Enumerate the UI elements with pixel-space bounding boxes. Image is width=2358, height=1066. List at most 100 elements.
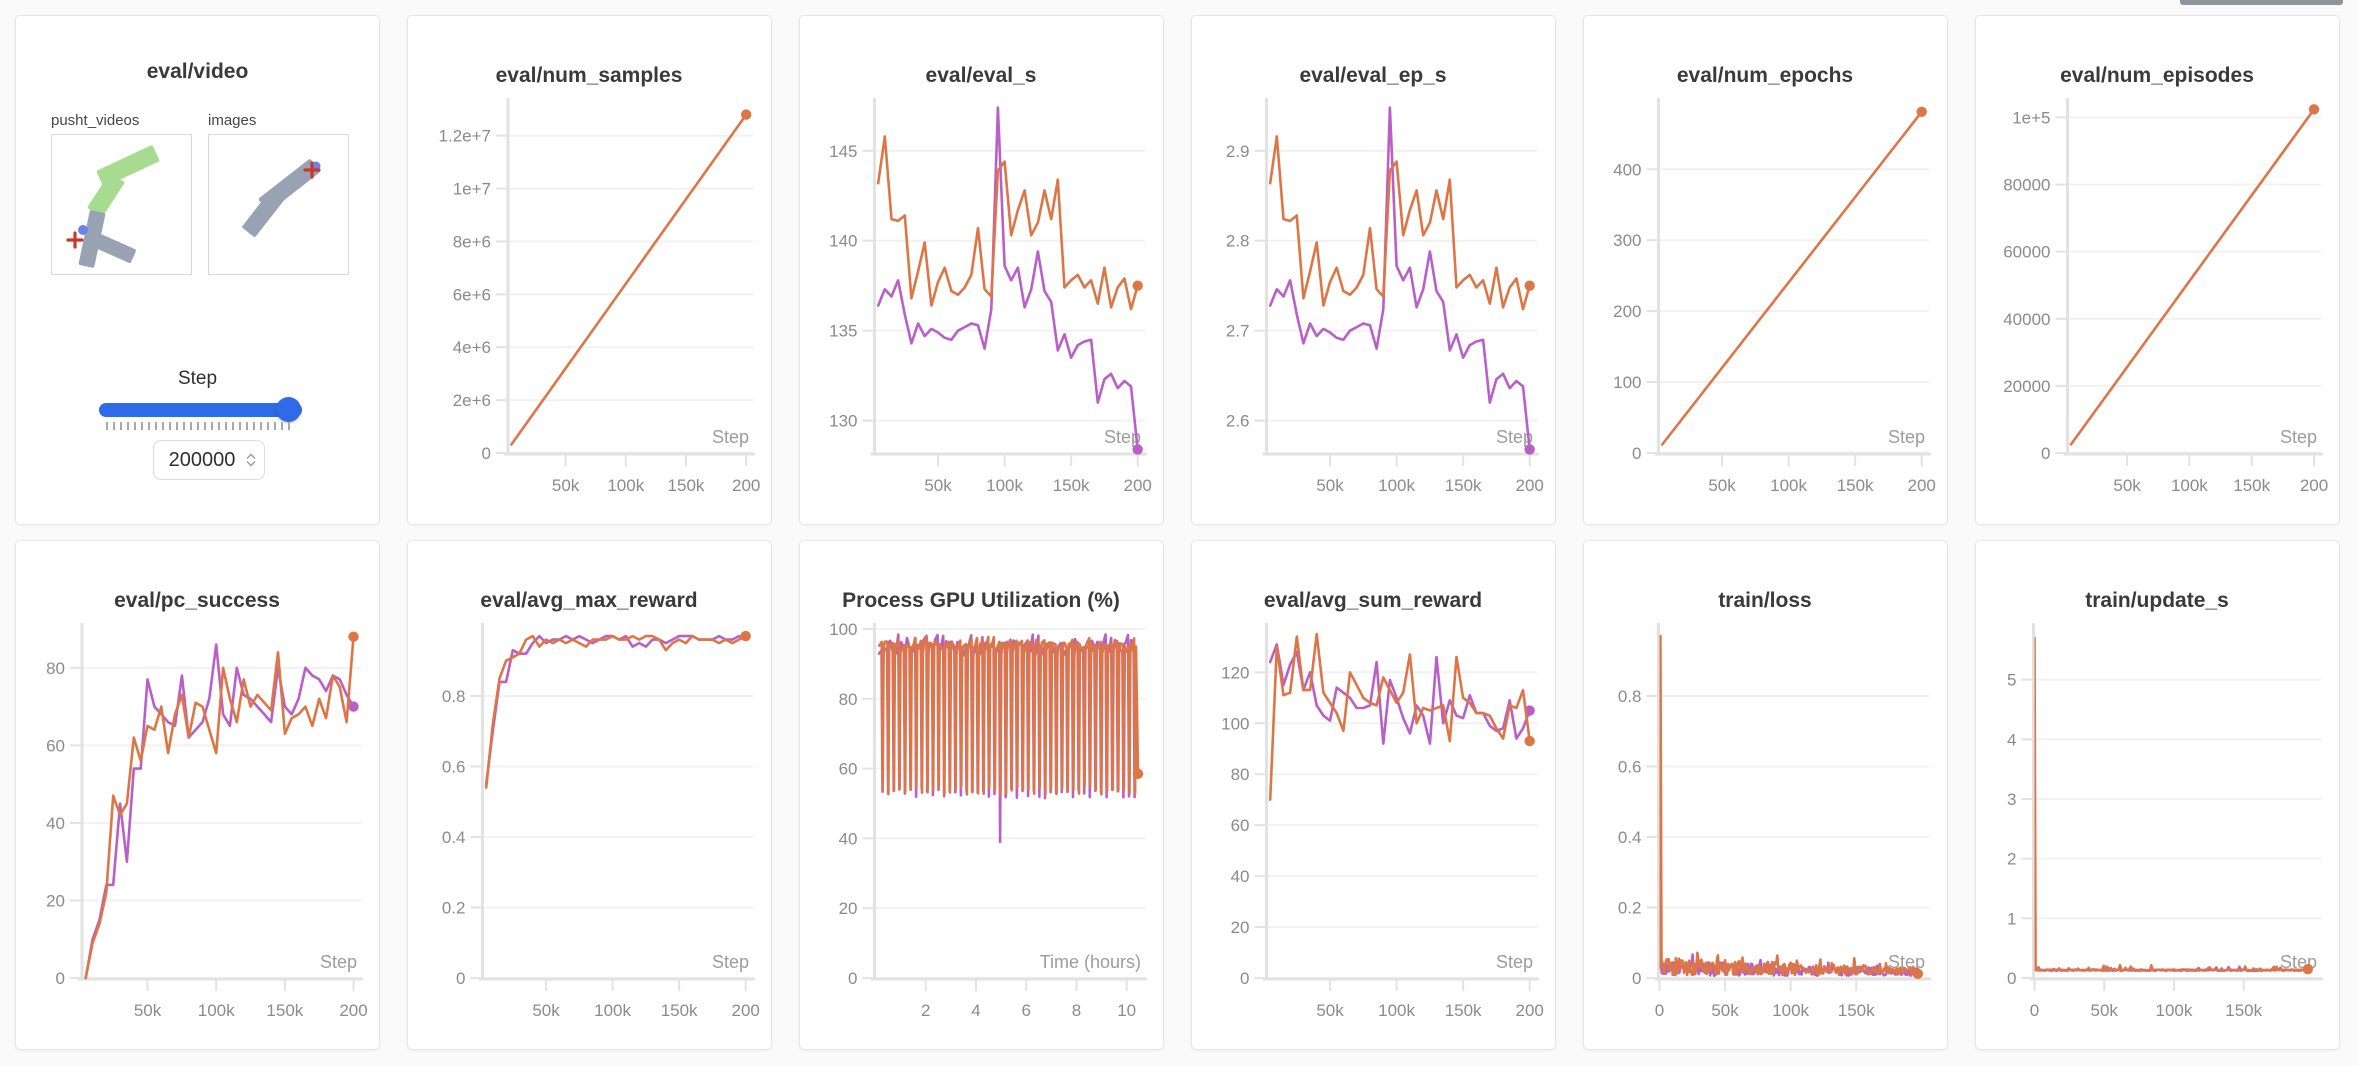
y-tick-label: 2.8 <box>1226 232 1250 251</box>
x-tick-label: 100k <box>2171 476 2208 495</box>
pusht-scene-image <box>242 159 321 237</box>
chart-panel-eval-num-samples[interactable]: 0 2e+6 4e+6 6e+6 8e+6 1e+7 1.2e+7 50k 100k 150k 20… <box>407 15 772 525</box>
chart-title: eval/eval_s <box>926 64 1037 87</box>
y-tick-label: 0 <box>1632 444 1641 463</box>
chart-canvas-eval-num-epochs[interactable]: 0 100 200 300 400 50k 100k 150k 200 Step eval/num_… <box>1584 16 1947 524</box>
series-end-dot-orange <box>1524 735 1535 747</box>
x-tick-label: 200 <box>339 1001 367 1020</box>
chart-panel-eval-avg-sum-reward[interactable]: 0 20 40 60 80 100 120 50k 100k 150k 200 Step eval/av… <box>1191 540 1556 1050</box>
series-line-orange <box>876 135 1139 311</box>
y-tick-label: 40 <box>839 829 858 848</box>
chart-canvas-eval-avg-max-reward[interactable]: 0 0.2 0.4 0.6 0.8 50k 100k 150k 200 Step eval/avg_… <box>408 541 771 1049</box>
y-tick-label: 0 <box>1632 969 1641 988</box>
pusht-scene-video <box>66 145 160 268</box>
series-line-purple <box>1268 106 1531 451</box>
series-line-purple <box>484 634 747 786</box>
series-end-dot-orange <box>2302 963 2314 975</box>
y-tick-label: 0.4 <box>442 828 466 847</box>
y-tick-label: 135 <box>829 322 857 341</box>
step-number-input[interactable]: 200000 <box>153 440 265 480</box>
y-tick-label: 0 <box>2041 444 2050 463</box>
x-tick-label: 2 <box>921 1001 930 1020</box>
chart-panel-eval-avg-max-reward[interactable]: 0 0.2 0.4 0.6 0.8 50k 100k 150k 200 Step eval/avg_… <box>407 540 772 1050</box>
y-tick-label: 0 <box>2007 969 2016 988</box>
goal-dot-icon <box>78 225 88 235</box>
x-axis-title: Step <box>1888 952 1925 972</box>
chart-panel-eval-num-epochs[interactable]: 0 100 200 300 400 50k 100k 150k 200 Step eval/num_… <box>1583 15 1948 525</box>
y-tick-label: 8e+6 <box>453 232 491 251</box>
series-group <box>876 106 1143 455</box>
chart-canvas-process-gpu-utilization[interactable]: 0 20 40 60 80 100 2 4 6 8 10 Time (hours) Process GP… <box>800 541 1163 1049</box>
gridlines <box>496 134 753 466</box>
x-tick-label: 50k <box>532 1001 560 1020</box>
series-end-dot-orange <box>2308 104 2320 115</box>
chart-panel-eval-pc-success[interactable]: 0 20 40 60 80 50k 100k 150k 200 Step eval/pc_succe… <box>15 540 380 1050</box>
chart-canvas-eval-eval-s[interactable]: 130 135 140 145 50k 100k 150k 200 Step eval/eval_… <box>800 16 1163 524</box>
y-tick-label: 5 <box>2007 671 2016 690</box>
y-tick-label: 0.6 <box>442 757 466 776</box>
x-tick-label: 100k <box>1378 1001 1415 1020</box>
step-slider-handle[interactable] <box>276 397 301 422</box>
chart-panel-train-loss[interactable]: 0 0.2 0.4 0.6 0.8 0 50k 100k 150k Step train/loss <box>1583 540 1948 1050</box>
y-tick-label: 0.2 <box>442 898 466 917</box>
x-tick-label: 100k <box>594 1001 631 1020</box>
series-line-orange <box>84 635 355 980</box>
chart-title: eval/eval_ep_s <box>1299 64 1446 87</box>
x-tick-label: 50k <box>2091 1001 2119 1020</box>
series-line-orange <box>878 635 1140 796</box>
x-tick-label: 150k <box>661 1001 698 1020</box>
chart-canvas-eval-eval-ep-s[interactable]: 2.6 2.7 2.8 2.9 50k 100k 150k 200 Step eval/eval_… <box>1192 16 1555 524</box>
x-tick-label: 4 <box>971 1001 980 1020</box>
chart-canvas-eval-num-episodes[interactable]: 0 20000 40000 60000 80000 1e+5 50k 100k 150k 200 S… <box>1976 16 2339 524</box>
y-tick-label: 80000 <box>2003 176 2050 195</box>
step-slider[interactable] <box>99 403 302 417</box>
y-tick-label: 40 <box>46 814 65 833</box>
series-line-orange <box>1268 632 1531 801</box>
images-thumbnail[interactable] <box>208 134 349 275</box>
x-tick-label: 150k <box>1837 476 1874 495</box>
series-end-dot-purple <box>1524 444 1535 455</box>
chevron-down-icon[interactable] <box>246 461 256 467</box>
y-tick-label: 20000 <box>2003 377 2050 396</box>
chart-panel-train-update-s[interactable]: 0 1 2 3 4 5 0 50k 100k 150k Step train/update_s <box>1975 540 2340 1050</box>
x-tick-label: 50k <box>1708 476 1736 495</box>
x-tick-label: 200 <box>1515 1001 1543 1020</box>
chart-panel-eval-eval-s[interactable]: 130 135 140 145 50k 100k 150k 200 Step eval/eval_… <box>799 15 1164 525</box>
x-tick-label: 50k <box>1316 476 1344 495</box>
series-group <box>2034 636 2314 975</box>
scrollbar-fragment[interactable] <box>2180 0 2343 5</box>
y-tick-label: 1e+7 <box>453 180 491 199</box>
x-tick-label: 0 <box>2030 1001 2039 1020</box>
series-line-purple <box>1268 643 1531 745</box>
x-tick-label: 200 <box>732 476 760 495</box>
pusht-videos-thumbnail[interactable] <box>51 134 192 275</box>
x-tick-label: 50k <box>2113 476 2141 495</box>
x-tick-label: 100k <box>986 476 1023 495</box>
x-tick-label: 100k <box>1772 1001 1809 1020</box>
y-tick-label: 130 <box>829 412 857 431</box>
y-tick-label: 20 <box>839 899 858 918</box>
gridlines <box>1646 694 1929 991</box>
series-line-orange <box>2034 636 2310 972</box>
y-tick-label: 20 <box>46 891 65 910</box>
stepper-buttons[interactable] <box>246 453 256 467</box>
y-tick-label: 0 <box>456 969 465 988</box>
series-line-orange <box>1268 135 1531 311</box>
chevron-up-icon[interactable] <box>246 453 256 460</box>
x-axis-title: Step <box>712 952 749 972</box>
chart-title: eval/avg_sum_reward <box>1264 589 1482 612</box>
chart-canvas-train-loss[interactable]: 0 0.2 0.4 0.6 0.8 0 50k 100k 150k Step train/loss <box>1584 541 1947 1049</box>
x-tick-label: 100k <box>1770 476 1807 495</box>
chart-panel-eval-eval-ep-s[interactable]: 2.6 2.7 2.8 2.9 50k 100k 150k 200 Step eval/eval_… <box>1191 15 1556 525</box>
chart-panel-eval-num-episodes[interactable]: 0 20000 40000 60000 80000 1e+5 50k 100k 150k 200 S… <box>1975 15 2340 525</box>
gridlines <box>70 666 361 991</box>
x-axis-title: Step <box>320 952 357 972</box>
y-tick-label: 4e+6 <box>453 338 491 357</box>
y-tick-label: 3 <box>2007 790 2016 809</box>
chart-canvas-eval-avg-sum-reward[interactable]: 0 20 40 60 80 100 120 50k 100k 150k 200 Step eval/av… <box>1192 541 1555 1049</box>
chart-canvas-eval-pc-success[interactable]: 0 20 40 60 80 50k 100k 150k 200 Step eval/pc_succe… <box>16 541 379 1049</box>
chart-canvas-eval-num-samples[interactable]: 0 2e+6 4e+6 6e+6 8e+6 1e+7 1.2e+7 50k 100k 150k 20… <box>408 16 771 524</box>
chart-panel-process-gpu-utilization[interactable]: 0 20 40 60 80 100 2 4 6 8 10 Time (hours) Process GP… <box>799 540 1164 1050</box>
y-tick-label: 2 <box>2007 850 2016 869</box>
